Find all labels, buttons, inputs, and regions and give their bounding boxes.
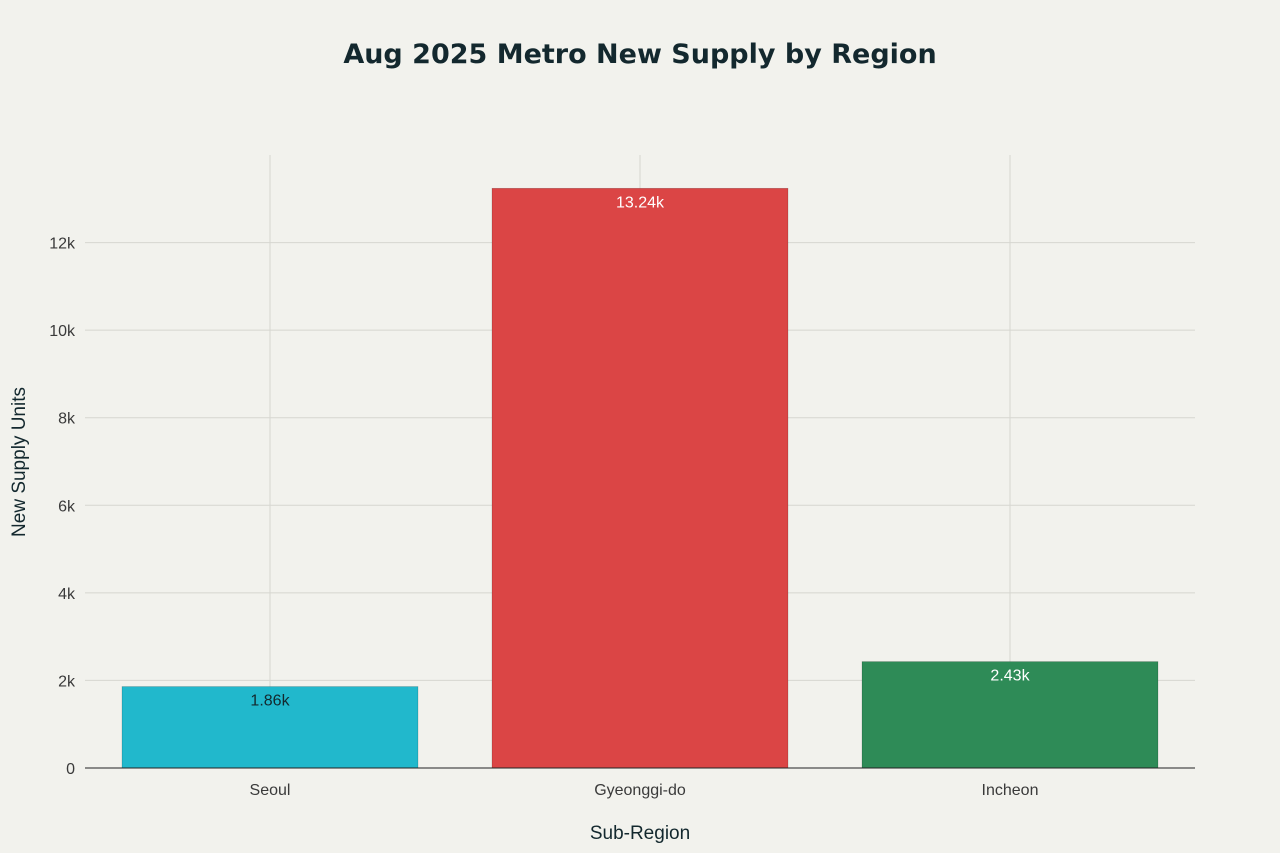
y-tick-label: 2k bbox=[58, 673, 76, 690]
y-tick-label: 8k bbox=[58, 411, 76, 428]
y-axis-title: New Supply Units bbox=[9, 387, 30, 537]
y-tick-label: 10k bbox=[49, 323, 76, 340]
chart-title: Aug 2025 Metro New Supply by Region bbox=[343, 39, 936, 70]
bar-gyeonggi-do bbox=[491, 187, 789, 769]
bar-seoul bbox=[121, 686, 419, 769]
y-axis-ticks: 0 2k 4k 6k 8k 10k 12k bbox=[49, 236, 76, 778]
y-tick-label: 12k bbox=[49, 236, 76, 253]
x-axis-title: Sub-Region bbox=[590, 823, 690, 844]
bar-incheon bbox=[861, 661, 1159, 769]
x-tick-label: Incheon bbox=[982, 782, 1039, 799]
x-axis-ticks: Seoul Gyeonggi-do Incheon bbox=[250, 782, 1039, 799]
x-tick-label: Seoul bbox=[250, 782, 291, 799]
bar-data-label: 1.86k bbox=[250, 693, 290, 710]
bars bbox=[121, 187, 1159, 769]
bar-data-label: 13.24k bbox=[616, 194, 665, 211]
bar-data-labels: 1.86k 13.24k 2.43k bbox=[250, 194, 1030, 709]
y-tick-label: 0 bbox=[66, 761, 75, 778]
x-tick-label: Gyeonggi-do bbox=[594, 782, 686, 799]
y-tick-label: 6k bbox=[58, 498, 76, 515]
y-tick-label: 4k bbox=[58, 586, 76, 603]
bar-data-label: 2.43k bbox=[990, 668, 1030, 685]
